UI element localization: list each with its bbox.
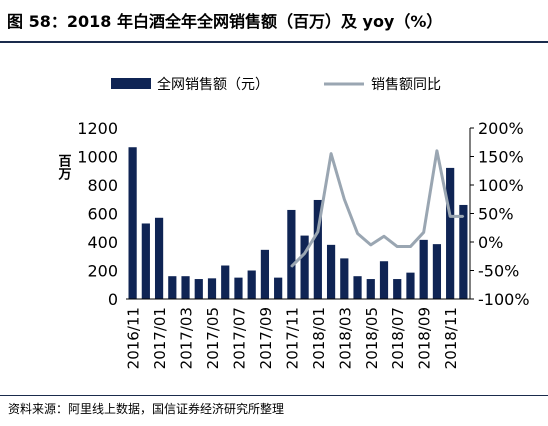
x-tick-label: 2017/05 bbox=[204, 307, 222, 369]
bar bbox=[446, 167, 455, 299]
figure-title: 图 58：2018 年白酒全年全网销售额（百万）及 yoy（%） bbox=[7, 12, 443, 31]
title-rule bbox=[0, 41, 548, 43]
left-tick-label: 400 bbox=[87, 233, 118, 252]
line-point bbox=[343, 198, 346, 201]
bar bbox=[432, 244, 442, 299]
yoy-line bbox=[290, 149, 464, 268]
legend-bar-swatch bbox=[111, 78, 151, 89]
left-tick-label: 800 bbox=[87, 176, 118, 195]
x-tick-label: 2018/09 bbox=[416, 307, 434, 369]
bar bbox=[379, 261, 389, 299]
x-tick-label: 2016/11 bbox=[125, 307, 143, 369]
right-tick-label: -100% bbox=[478, 290, 530, 309]
bar bbox=[353, 276, 362, 299]
bar bbox=[393, 279, 402, 299]
right-tick-label: 100% bbox=[478, 176, 524, 195]
bar bbox=[247, 270, 256, 299]
right-tick-label: 50% bbox=[478, 205, 514, 224]
bar bbox=[194, 279, 203, 299]
line-point bbox=[290, 265, 293, 268]
line-point bbox=[436, 150, 438, 152]
chart-legend: 全网销售额（元） 销售额同比 bbox=[111, 76, 441, 93]
bar bbox=[366, 279, 375, 299]
bar bbox=[221, 265, 230, 299]
right-tick-label: 0% bbox=[478, 233, 503, 252]
bar bbox=[234, 277, 243, 300]
line-point bbox=[462, 215, 465, 218]
legend-line-label: 销售额同比 bbox=[371, 77, 441, 93]
sales-chart: 全网销售额（元） 销售额同比 百万 0 200 400 600 800 1000 1200 -… bbox=[56, 76, 530, 369]
x-tick-label: 2017/09 bbox=[257, 307, 275, 369]
y-axis-label: 百万 bbox=[56, 154, 73, 181]
bar bbox=[128, 147, 137, 299]
bar bbox=[207, 278, 217, 299]
x-tick-label: 2018/07 bbox=[389, 307, 407, 369]
line-point bbox=[383, 235, 385, 238]
bar bbox=[459, 204, 468, 299]
x-tick-label: 2018/05 bbox=[363, 307, 381, 369]
line-point bbox=[396, 245, 399, 248]
line-point bbox=[303, 252, 306, 255]
x-tick-label: 2018/11 bbox=[442, 307, 460, 369]
bar bbox=[313, 199, 322, 299]
line-point bbox=[369, 244, 372, 246]
bar bbox=[326, 244, 336, 299]
x-tick-label: 2018/01 bbox=[310, 307, 328, 369]
left-tick-label: 600 bbox=[87, 205, 118, 224]
line-point bbox=[330, 152, 332, 155]
bar bbox=[141, 223, 150, 299]
left-tick-label: 1200 bbox=[77, 119, 118, 138]
left-axis: 0 200 400 600 800 1000 1200 bbox=[77, 119, 118, 309]
legend-bar-label: 全网销售额（元） bbox=[157, 76, 269, 93]
source-note: 资料来源：阿里线上数据，国信证券经济研究所整理 bbox=[8, 402, 285, 416]
bar-series bbox=[128, 147, 468, 300]
line-point bbox=[317, 230, 319, 233]
left-tick-label: 200 bbox=[87, 262, 118, 281]
bar bbox=[300, 235, 309, 299]
bar bbox=[287, 209, 296, 299]
line-point bbox=[409, 245, 412, 248]
bar bbox=[419, 239, 428, 299]
line-series bbox=[290, 149, 465, 268]
bar bbox=[274, 277, 283, 300]
bar bbox=[168, 276, 177, 299]
bar bbox=[260, 249, 270, 299]
right-tick-label: 200% bbox=[478, 119, 524, 138]
left-tick-label: 1000 bbox=[77, 148, 118, 167]
x-tick-label: 2017/07 bbox=[230, 307, 248, 369]
bar bbox=[406, 272, 415, 299]
line-point bbox=[422, 231, 425, 234]
left-tick-label: 0 bbox=[108, 290, 118, 309]
right-axis: -100% -50% 0% 50% 100% 150% 200% bbox=[469, 119, 530, 309]
bar bbox=[340, 258, 349, 299]
x-tick-label: 2017/01 bbox=[151, 307, 169, 369]
source-rule bbox=[0, 395, 548, 396]
right-tick-label: 150% bbox=[478, 148, 524, 167]
x-tick-label: 2017/03 bbox=[178, 307, 196, 369]
x-tick-label: 2018/03 bbox=[336, 307, 354, 369]
bar bbox=[154, 217, 164, 299]
line-point bbox=[356, 232, 359, 235]
x-tick-label: 2017/11 bbox=[283, 307, 301, 369]
line-point bbox=[449, 215, 451, 218]
bar bbox=[181, 276, 190, 299]
right-tick-label: -50% bbox=[478, 262, 519, 281]
x-axis: 2016/11 2017/01 2017/03 2017/05 2017/07 2017/… bbox=[125, 298, 470, 369]
